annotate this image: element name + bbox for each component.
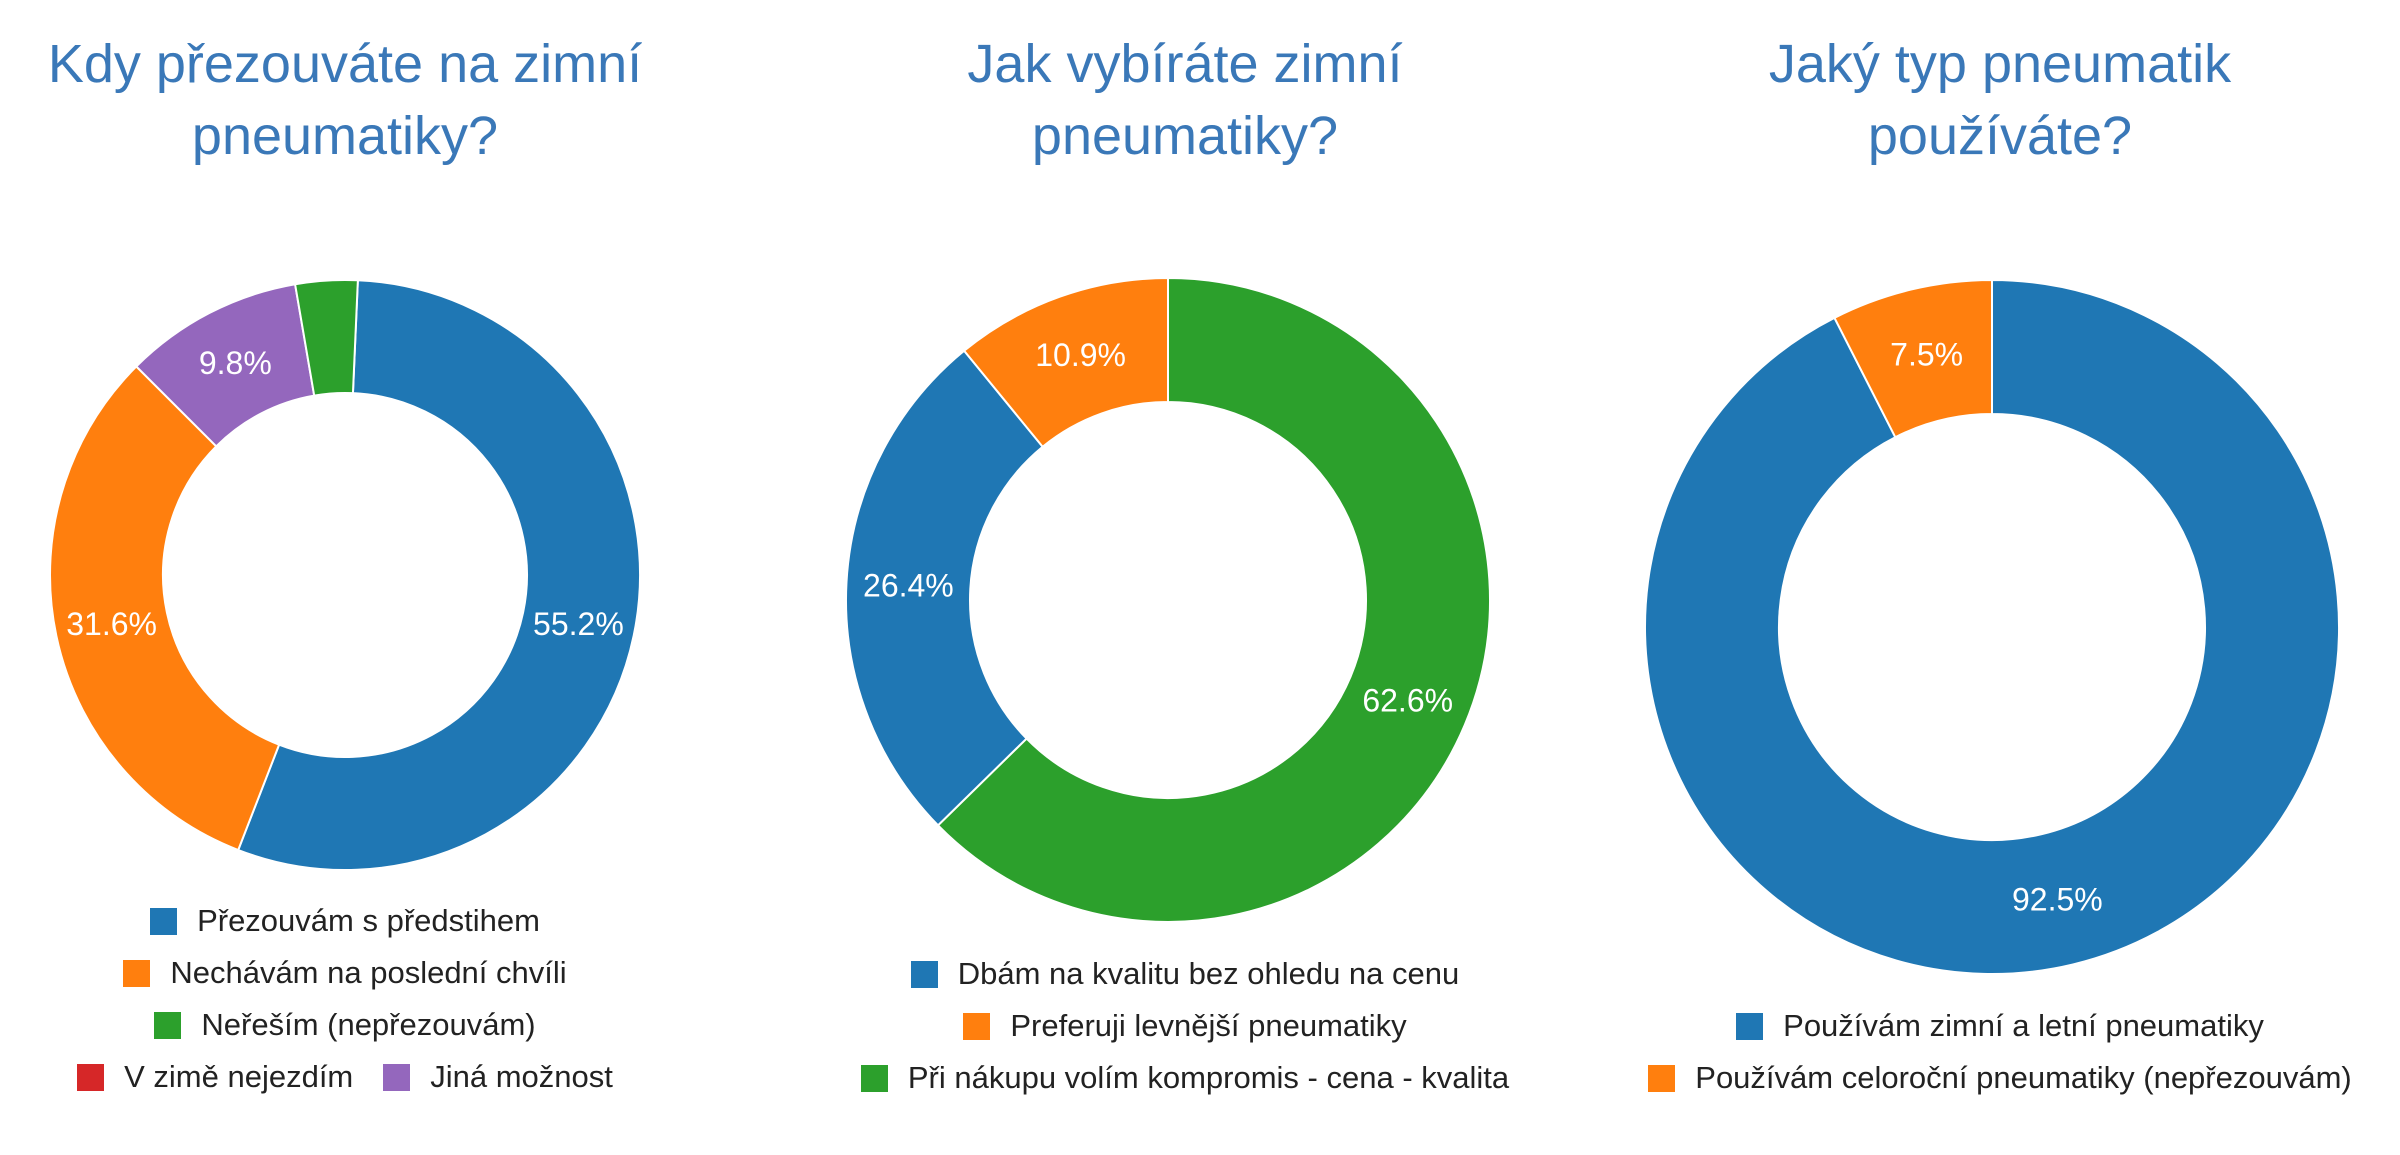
- slice-nechavam-na-posledni-chvili: [49, 365, 281, 852]
- legend-swatch: [383, 1063, 411, 1091]
- slice-value-label: 9.8%: [199, 345, 272, 381]
- slice-value-label: 62.6%: [1362, 683, 1453, 719]
- legend-swatch: [1736, 1012, 1764, 1040]
- donut-chart-2: Jak vybíráte zimní pneumatiky? 62.6% 26.4…: [780, 0, 1590, 1155]
- chart-title: Jaký typ pneumatik používáte?: [1600, 28, 2400, 172]
- chart-title-line: pneumatiky?: [191, 106, 499, 166]
- donut-plot: 55.2% 31.6% 9.8%: [49, 279, 641, 871]
- legend-item: Nechávám na poslední chvíli: [123, 955, 567, 991]
- legend-label: Používám celoroční pneumatiky (nepřezouv…: [1695, 1060, 2352, 1095]
- legend-item: Používám zimní a letní pneumatiky: [1736, 1008, 2264, 1044]
- legend-row: Nechávám na poslední chvíli: [0, 947, 690, 999]
- slice-neresim-neprezouvam: [293, 279, 359, 397]
- chart-title-line: používáte?: [1867, 106, 2133, 166]
- legend-label: Při nákupu volím kompromis - cena - kval…: [907, 1060, 1510, 1095]
- chart-legend: Používám zimní a letní pneumatiky Používá…: [1600, 1000, 2400, 1104]
- chart-legend: Dbám na kvalitu bez ohledu na cenu Prefer…: [780, 948, 1590, 1104]
- legend-item: Přezouvám s předstihem: [150, 903, 540, 939]
- legend-swatch: [123, 959, 151, 987]
- slice-pri-nakupu-volim-kompromis-cena-kvalita: [936, 276, 1491, 923]
- slice-dbam-na-kvalitu-bez-ohledu-na-cenu: [845, 349, 1045, 827]
- chart-title: Kdy přezouváte na zimní pneumatiky?: [0, 28, 690, 172]
- legend-item: Jiná možnost: [383, 1059, 613, 1095]
- slice-value-label: 10.9%: [1035, 337, 1126, 373]
- legend-label: Jiná možnost: [430, 1059, 613, 1094]
- donut-chart-3: Jaký typ pneumatik používáte? 92.5% 7.5% …: [1600, 0, 2400, 1155]
- legend-swatch: [154, 1011, 182, 1039]
- legend-label: Přezouvám s předstihem: [197, 903, 540, 938]
- legend-swatch: [1648, 1064, 1676, 1092]
- chart-title-line: Kdy přezouváte na zimní: [47, 34, 643, 94]
- legend-item: V zimě nejezdím: [77, 1059, 353, 1095]
- donut-chart-1: Kdy přezouváte na zimní pneumatiky? 55.2…: [0, 0, 690, 1155]
- legend-item: Používám celoroční pneumatiky (nepřezouv…: [1648, 1060, 2352, 1096]
- chart-title-line: Jaký typ pneumatik: [1768, 34, 2232, 94]
- legend-row: Neřeším (nepřezouvám): [0, 999, 690, 1051]
- chart-title-line: Jak vybíráte zimní: [967, 34, 1403, 94]
- legend-label: Preferuji levnější pneumatiky: [1010, 1008, 1407, 1043]
- legend-label: Nechávám na poslední chvíli: [170, 955, 567, 990]
- slice-pouzivam-zimni-a-letni-pneumatiky: [1644, 278, 2340, 975]
- slice-value-label: 26.4%: [863, 568, 954, 604]
- slice-value-label: 7.5%: [1890, 337, 1963, 373]
- legend-item: Při nákupu volím kompromis - cena - kval…: [860, 1060, 1510, 1096]
- slice-value-label: 92.5%: [2012, 881, 2103, 917]
- slice-value-label: 31.6%: [66, 606, 157, 642]
- legend-label: Používám zimní a letní pneumatiky: [1783, 1008, 2264, 1043]
- legend-row: Používám zimní a letní pneumatiky: [1600, 1000, 2400, 1052]
- chart-title-line: pneumatiky?: [1031, 106, 1339, 166]
- legend-swatch: [77, 1063, 105, 1091]
- slice-pouzivam-celorocni-pneumatiky-neprezouvam: [1833, 278, 1993, 439]
- legend-item: Neřeším (nepřezouvám): [154, 1007, 536, 1043]
- legend-swatch: [963, 1012, 991, 1040]
- legend-row: Při nákupu volím kompromis - cena - kval…: [780, 1052, 1590, 1104]
- chart-title: Jak vybíráte zimní pneumatiky?: [780, 28, 1590, 172]
- legend-label: V zimě nejezdím: [124, 1059, 354, 1094]
- legend-row: V zimě nejezdím Jiná možnost: [0, 1051, 690, 1103]
- slice-prezouvam-s-predstihem: [236, 279, 641, 871]
- slice-preferuji-levnejsi-pneumatiky: [962, 276, 1169, 449]
- legend-swatch: [910, 960, 938, 988]
- legend-label: Neřeším (nepřezouvám): [201, 1007, 536, 1042]
- legend-row: Používám celoroční pneumatiky (nepřezouv…: [1600, 1052, 2400, 1104]
- legend-label: Dbám na kvalitu bez ohledu na cenu: [957, 956, 1460, 991]
- donut-plot: 92.5% 7.5%: [1644, 278, 2340, 975]
- slice-value-label: 55.2%: [533, 606, 624, 642]
- legend-item: Preferuji levnější pneumatiky: [963, 1008, 1407, 1044]
- legend-item: Dbám na kvalitu bez ohledu na cenu: [910, 956, 1460, 992]
- chart-legend: Přezouvám s předstihem Nechávám na posled…: [0, 895, 690, 1103]
- legend-row: Přezouvám s předstihem: [0, 895, 690, 947]
- donut-plot: 62.6% 26.4% 10.9%: [845, 276, 1491, 923]
- legend-row: Preferuji levnější pneumatiky: [780, 1000, 1590, 1052]
- legend-row: Dbám na kvalitu bez ohledu na cenu: [780, 948, 1590, 1000]
- legend-swatch: [860, 1064, 888, 1092]
- legend-swatch: [150, 907, 178, 935]
